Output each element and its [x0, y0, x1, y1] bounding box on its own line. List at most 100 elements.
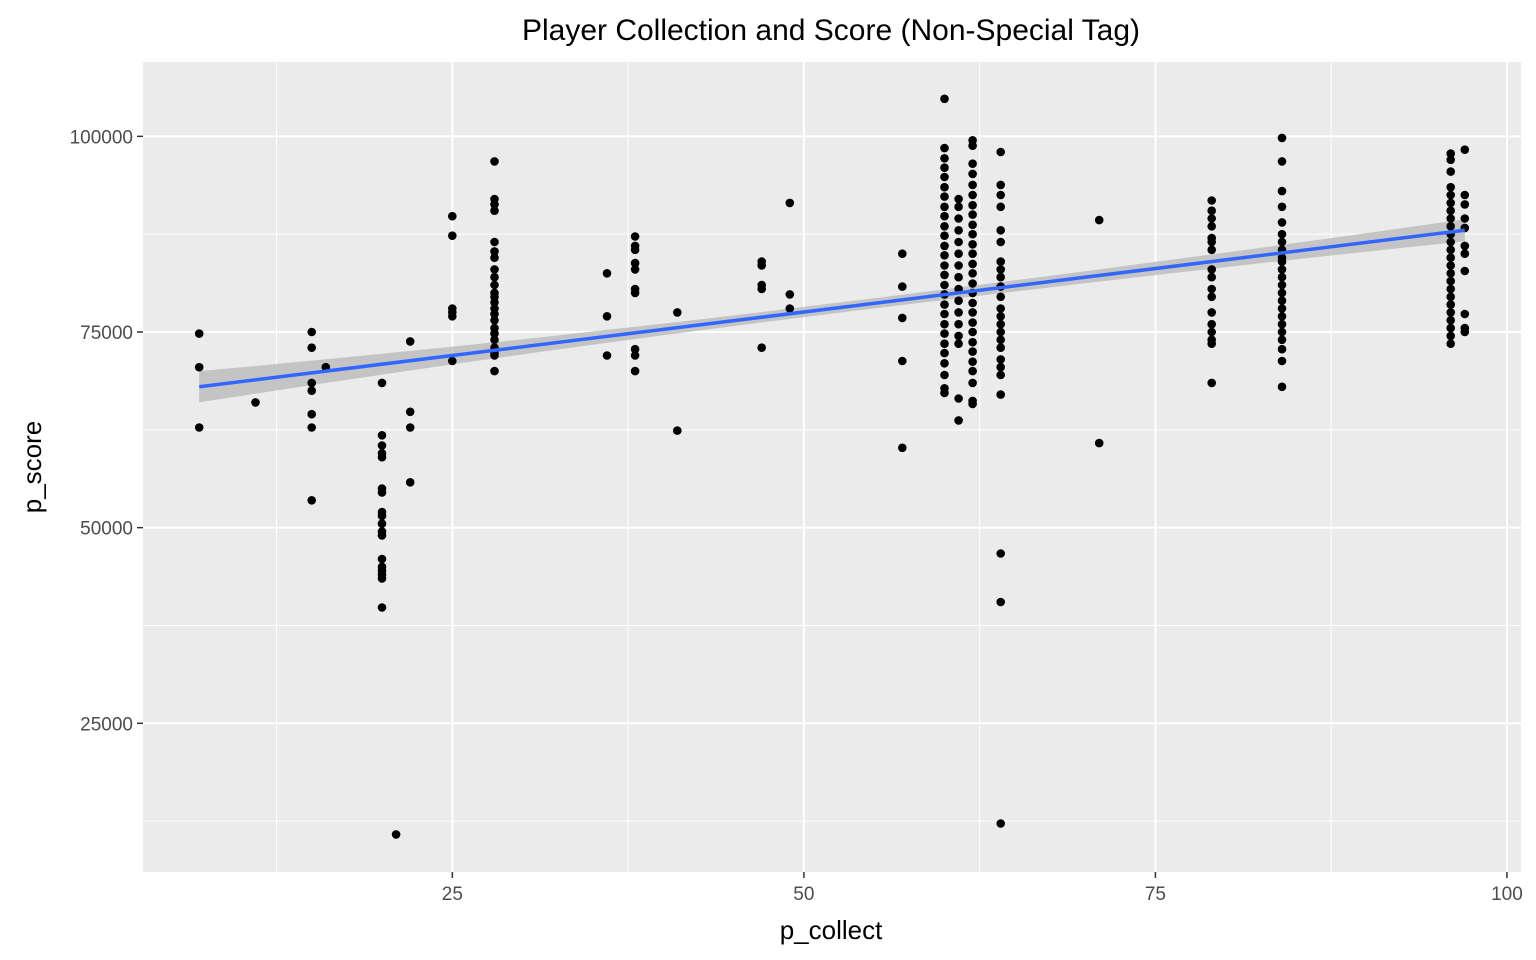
data-point — [1277, 296, 1287, 306]
data-point — [1277, 229, 1287, 239]
data-point — [1277, 312, 1287, 321]
data-point — [954, 296, 963, 306]
data-point — [996, 147, 1005, 157]
data-point — [1446, 206, 1455, 215]
data-point — [307, 386, 317, 396]
data-points — [194, 94, 1470, 839]
data-point — [940, 241, 949, 251]
data-point — [996, 819, 1005, 828]
data-point — [307, 496, 317, 505]
data-point — [1446, 149, 1455, 158]
data-point — [630, 245, 640, 255]
data-point — [940, 339, 949, 349]
data-point — [1207, 265, 1216, 274]
data-point — [602, 269, 612, 278]
data-point — [940, 192, 949, 201]
data-point — [307, 343, 317, 353]
data-point — [996, 597, 1005, 607]
data-point — [405, 478, 415, 487]
data-point — [1277, 304, 1287, 313]
chart-title: Player Collection and Score (Non-Special… — [522, 14, 1140, 47]
data-point — [630, 344, 640, 354]
data-point — [1277, 288, 1287, 298]
data-point — [490, 329, 499, 338]
data-point — [968, 229, 977, 239]
data-point — [996, 272, 1005, 282]
data-point — [1446, 300, 1455, 309]
data-point — [940, 370, 949, 380]
data-point — [194, 362, 204, 372]
data-point — [490, 272, 499, 282]
data-point — [251, 398, 260, 407]
data-point — [968, 347, 977, 356]
data-point — [630, 258, 640, 268]
minor-gridlines — [143, 62, 1521, 872]
data-point — [954, 237, 963, 247]
data-point — [673, 308, 682, 317]
data-point — [1460, 200, 1470, 209]
data-point — [377, 531, 387, 540]
data-point — [405, 423, 415, 432]
x-tick-label: 50 — [793, 884, 814, 905]
x-tick-label: 75 — [1145, 884, 1166, 905]
data-point — [996, 343, 1005, 353]
data-point — [1277, 237, 1287, 247]
data-point — [940, 231, 949, 240]
data-point — [1460, 327, 1470, 337]
y-axis-title: p_score — [17, 421, 47, 514]
data-point — [1277, 335, 1287, 345]
data-point — [391, 830, 401, 839]
data-point — [1207, 214, 1216, 223]
data-point — [968, 249, 977, 258]
data-point — [490, 316, 499, 325]
data-point — [194, 423, 204, 432]
data-point — [996, 202, 1005, 212]
data-point — [954, 226, 963, 235]
data-point — [1446, 222, 1455, 231]
data-point — [1446, 261, 1455, 270]
data-point — [996, 319, 1005, 329]
y-tick-label: 50000 — [80, 519, 133, 540]
data-point — [1207, 272, 1216, 282]
data-point — [940, 211, 949, 221]
data-point — [1207, 292, 1216, 302]
data-point — [490, 309, 499, 319]
data-point — [968, 269, 977, 278]
x-axis-ticks: 25 50 75 100 — [442, 872, 1523, 905]
data-point — [968, 318, 977, 327]
data-point — [996, 304, 1005, 313]
data-point — [630, 351, 640, 360]
trend-line-group — [199, 228, 1465, 389]
data-point — [448, 312, 457, 321]
data-point — [940, 94, 949, 104]
data-point — [1277, 382, 1287, 392]
data-point — [490, 265, 499, 274]
data-point — [1207, 319, 1216, 329]
data-point — [940, 182, 949, 192]
data-point — [968, 141, 977, 150]
data-point — [940, 329, 949, 338]
data-point — [490, 280, 499, 290]
data-point — [968, 378, 977, 388]
data-point — [630, 232, 640, 241]
data-point — [785, 290, 795, 299]
data-point — [968, 220, 977, 230]
data-point — [630, 288, 640, 298]
data-point — [1277, 356, 1287, 366]
data-point — [1446, 339, 1455, 349]
data-point — [940, 348, 949, 358]
data-point — [996, 237, 1005, 247]
data-point — [490, 200, 499, 209]
trend-line — [199, 228, 1465, 389]
data-point — [996, 362, 1005, 372]
data-point — [490, 335, 499, 345]
data-point — [377, 378, 387, 388]
data-point — [954, 249, 963, 258]
data-point — [1446, 316, 1455, 325]
data-point — [757, 284, 766, 294]
data-point — [757, 261, 766, 270]
data-point — [996, 335, 1005, 345]
data-point — [377, 511, 387, 521]
data-point — [954, 272, 963, 282]
